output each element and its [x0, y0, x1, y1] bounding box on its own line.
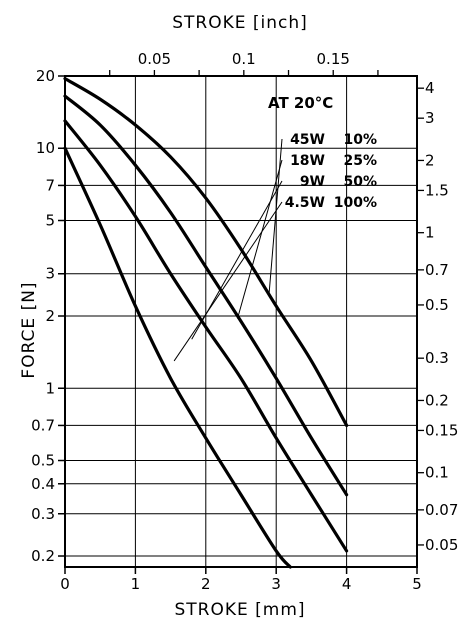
y-tick-label: 2 [45, 307, 55, 325]
right-y-tick-label: 3 [425, 109, 435, 127]
y-tick-label: 7 [45, 176, 55, 194]
legend-leader-line [236, 159, 283, 319]
chart-series [63, 77, 349, 569]
y-tick-label: 0.4 [31, 475, 55, 493]
legend-power-label: 9W [300, 174, 325, 190]
right-y-tick-label: 4 [425, 79, 435, 97]
y-axis-title: FORCE [N] [19, 281, 39, 378]
legend-duty-label: 10% [343, 132, 377, 148]
series-curve [63, 119, 349, 553]
legend-power-label: 4.5W [285, 195, 325, 211]
right-y-tick-label: 0.15 [425, 421, 458, 439]
right-y-tick-label: 0.3 [425, 349, 449, 367]
right-y-tick-label: 0.1 [425, 464, 449, 482]
top-x-axis-title: STROKE [inch] [172, 13, 308, 33]
legend-leader-line [268, 138, 283, 293]
right-y-tick-label: 0.5 [425, 296, 449, 314]
legend-leader-lines [173, 138, 283, 362]
chart-legend: 45W 10% 18W 25% 9W 50% 4.5W 100% [285, 132, 377, 211]
y-tick-label: 0.7 [31, 416, 55, 434]
legend-duty-label: 100% [334, 195, 377, 211]
left-y-ticks: 20 10 7 5 3 2 1 0.7 0.5 0.4 0.3 0.2 [31, 67, 65, 565]
series-curve [63, 146, 292, 569]
top-x-tick-label: 0.1 [232, 50, 256, 68]
right-y-tick-label: 0.2 [425, 391, 449, 409]
chart-grid [65, 76, 417, 567]
plot-frame [64, 75, 418, 568]
right-y-tick-label: 1 [425, 224, 435, 242]
top-x-tick-label: 0.05 [138, 50, 171, 68]
top-x-ticks: 0.05 0.1 0.15 [109, 50, 379, 76]
x-tick-label: 1 [131, 575, 141, 593]
bottom-x-ticks: 0 1 2 3 4 5 [60, 567, 422, 593]
right-y-tick-label: 1.5 [425, 181, 449, 199]
legend-leader-line [173, 201, 283, 362]
y-tick-label: 1 [45, 379, 55, 397]
y-tick-label: 20 [36, 67, 55, 85]
right-y-tick-label: 0.7 [425, 261, 449, 279]
temperature-note: AT 20°C [268, 94, 333, 112]
right-y-tick-label: 0.07 [425, 501, 458, 519]
y-tick-label: 0.5 [31, 452, 55, 470]
x-axis-title: STROKE [mm] [174, 600, 305, 620]
x-tick-label: 4 [342, 575, 352, 593]
top-x-tick-label: 0.15 [317, 50, 350, 68]
legend-power-label: 45W [290, 132, 325, 148]
y-tick-label: 3 [45, 265, 55, 283]
x-tick-label: 5 [412, 575, 422, 593]
series-curve [63, 94, 349, 497]
series-curve [63, 77, 349, 428]
legend-duty-label: 50% [343, 174, 377, 190]
y-tick-label: 0.2 [31, 547, 55, 565]
y-tick-label: 10 [36, 139, 55, 157]
x-tick-label: 2 [201, 575, 211, 593]
legend-duty-label: 25% [343, 153, 377, 169]
right-y-tick-label: 0.05 [425, 536, 458, 554]
right-y-ticks: 4 3 2 1.5 1 0.7 0.5 0.3 0.2 0.15 0.1 0.07 0.05 [417, 79, 458, 554]
x-tick-label: 3 [271, 575, 281, 593]
y-tick-label: 5 [45, 211, 55, 229]
right-y-tick-label: 2 [425, 151, 435, 169]
x-tick-label: 0 [60, 575, 70, 593]
legend-power-label: 18W [290, 153, 325, 169]
y-tick-label: 0.3 [31, 505, 55, 523]
